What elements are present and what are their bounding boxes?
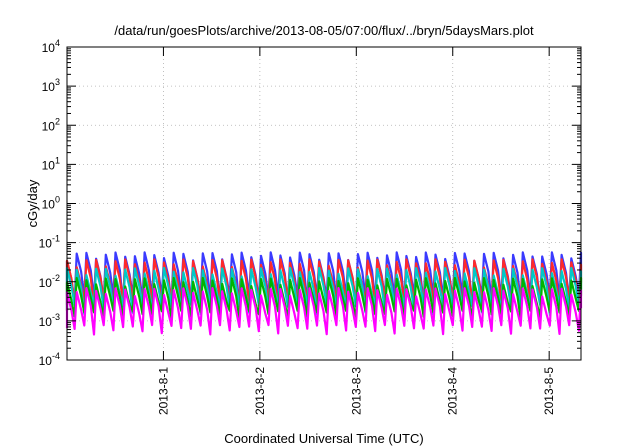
y-tick-label: 10-2 — [39, 273, 60, 290]
y-tick-base: 10 — [42, 119, 56, 133]
y-tick-label: 101 — [42, 155, 60, 172]
y-tick-exponent: 4 — [55, 38, 60, 48]
y-tick-base: 10 — [39, 276, 53, 290]
y-tick-base: 10 — [42, 158, 56, 172]
y-tick-label: 102 — [42, 116, 60, 133]
y-axis-title: cGy/day — [25, 179, 40, 227]
chart-title: /data/run/goesPlots/archive/2013-08-05/0… — [114, 23, 534, 38]
y-tick-base: 10 — [39, 237, 53, 251]
x-tick-label: 2013-8-3 — [349, 367, 363, 415]
y-tick-label: 10-1 — [39, 234, 60, 251]
y-tick-exponent: 1 — [55, 155, 60, 165]
y-tick-base: 10 — [39, 315, 53, 329]
x-tick-label: 2013-8-4 — [446, 367, 460, 415]
y-tick-label: 10-4 — [39, 351, 60, 368]
x-axis: 2013-8-1 2013-8-2 2013-8-3 2013-8-4 2013-8-5 — [156, 47, 556, 415]
y-tick-base: 10 — [42, 198, 56, 212]
series-group — [65, 251, 583, 336]
series-line-4 — [65, 276, 583, 321]
y-tick-label: 103 — [42, 77, 60, 94]
y-tick-exponent: -1 — [52, 234, 60, 244]
y-tick-exponent: 0 — [55, 195, 60, 205]
x-tick-label: 2013-8-5 — [542, 367, 556, 415]
y-tick-label: 100 — [42, 195, 60, 212]
x-tick-label: 2013-8-2 — [253, 367, 267, 415]
y-tick-label: 104 — [42, 38, 60, 55]
y-tick-base: 10 — [42, 41, 56, 55]
x-tick-label: 2013-8-1 — [156, 367, 170, 415]
y-tick-exponent: -4 — [52, 351, 60, 361]
y-tick-label: 10-3 — [39, 312, 60, 329]
y-tick-exponent: 2 — [55, 116, 60, 126]
x-axis-title: Coordinated Universal Time (UTC) — [224, 431, 423, 446]
y-tick-exponent: -2 — [52, 273, 60, 283]
y-tick-exponent: -3 — [52, 312, 60, 322]
y-tick-base: 10 — [42, 80, 56, 94]
series-line-5 — [65, 287, 583, 336]
y-tick-base: 10 — [39, 354, 53, 368]
y-tick-exponent: 3 — [55, 77, 60, 87]
